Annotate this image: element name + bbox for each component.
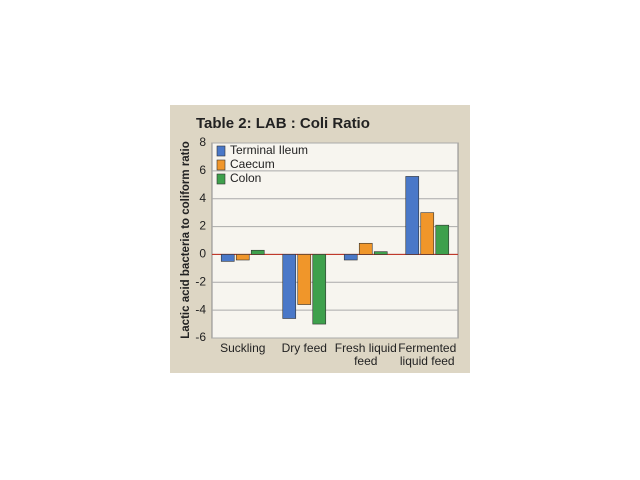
legend-label: Colon: [230, 171, 261, 185]
legend-swatch: [216, 173, 226, 185]
y-tick-label: -2: [195, 274, 206, 288]
bar: [405, 176, 420, 255]
y-tick-label: 8: [199, 135, 206, 149]
bar: [373, 251, 388, 255]
y-tick-label: 6: [199, 163, 206, 177]
y-tick-label: 4: [199, 191, 206, 205]
legend-label: Caecum: [230, 157, 275, 171]
bar: [420, 212, 435, 255]
bar: [282, 254, 297, 319]
legend-label: Terminal Ileum: [230, 143, 308, 157]
y-tick-label: -6: [195, 330, 206, 344]
y-axis-label: Lactic acid bacteria to coliform ratio: [180, 141, 192, 338]
y-tick-label: 2: [199, 219, 206, 233]
chart-title: Table 2: LAB : Coli Ratio: [196, 115, 370, 132]
y-tick-label: 0: [199, 247, 206, 261]
bar: [250, 249, 265, 255]
x-tick-label: Suckling: [220, 341, 266, 355]
bar: [312, 254, 327, 325]
legend-swatch: [216, 145, 226, 157]
x-tick-label: Dry feed: [281, 341, 327, 355]
bar: [435, 224, 450, 255]
bar: [235, 254, 250, 261]
bar: [358, 242, 373, 255]
y-tick-label: -4: [195, 302, 206, 316]
legend-swatch: [216, 159, 226, 171]
bar: [343, 254, 358, 261]
x-tick-label: Fresh liquid feed: [334, 341, 397, 368]
bar: [297, 254, 312, 305]
bar: [220, 254, 235, 262]
x-tick-label: Fermented liquid feed: [398, 341, 457, 368]
